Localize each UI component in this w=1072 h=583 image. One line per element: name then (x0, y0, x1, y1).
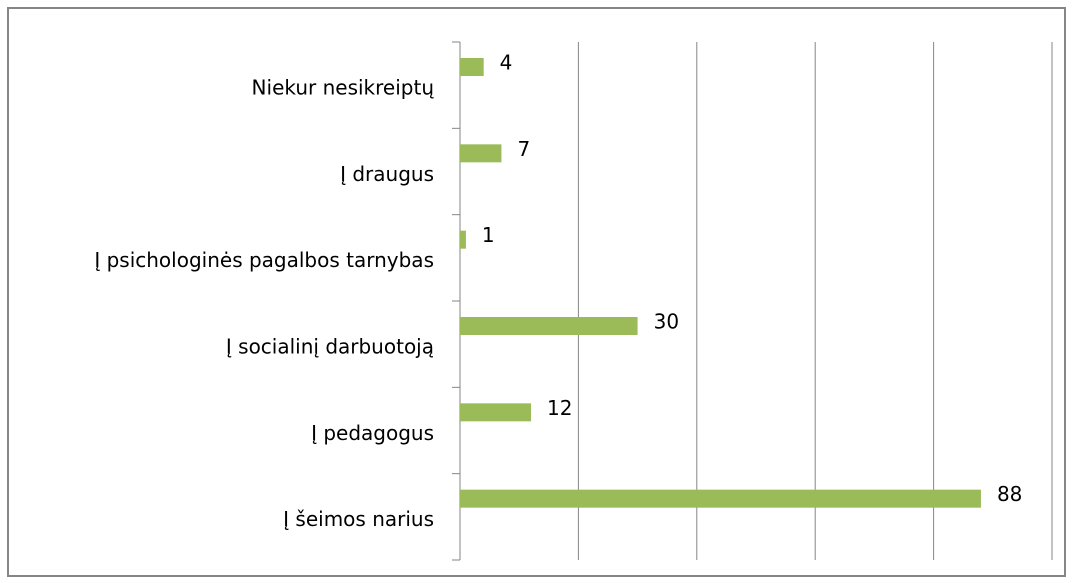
y-tick-label: Į socialinį darbuotoją (226, 335, 434, 359)
data-label: 12 (547, 396, 572, 420)
bar (460, 230, 466, 249)
data-label: 30 (654, 310, 679, 334)
data-label: 7 (517, 137, 530, 161)
chart-frame (7, 7, 1066, 577)
y-tick-label: Į šeimos narius (283, 507, 434, 531)
data-label: 1 (482, 223, 495, 247)
y-tick-label: Į pedagogus (311, 421, 434, 445)
bar (460, 144, 502, 163)
data-label: 4 (500, 51, 513, 75)
y-tick-label: Į draugus (340, 162, 434, 186)
y-tick-label: Niekur nesikreiptų (252, 76, 435, 100)
bar (460, 317, 638, 335)
bar (460, 58, 484, 76)
y-tick-label: Į psichologinės pagalbos tarnybas (94, 248, 434, 272)
bar (460, 403, 532, 422)
data-label: 88 (997, 482, 1022, 506)
bar (460, 489, 981, 508)
